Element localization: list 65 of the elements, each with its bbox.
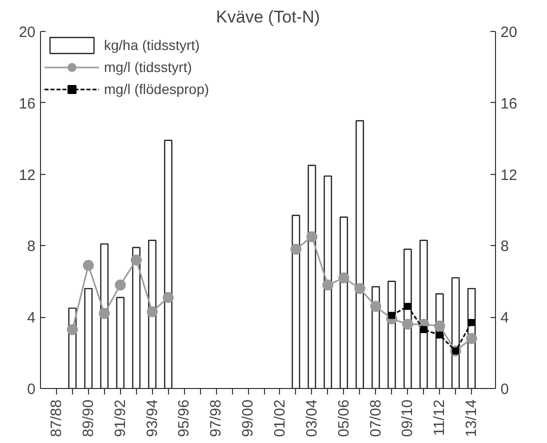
- y-tick-label: 12: [18, 166, 36, 184]
- chart-title: Kväve (Tot-N): [216, 8, 320, 26]
- legend-label: kg/ha (tidsstyrt): [104, 37, 200, 53]
- x-tick-label: 91/92: [112, 399, 129, 438]
- point: [404, 302, 412, 310]
- point: [114, 279, 126, 290]
- point: [354, 283, 366, 294]
- point: [436, 331, 444, 338]
- x-tick-label: 89/90: [80, 399, 97, 438]
- bar: [451, 277, 460, 388]
- point: [162, 292, 174, 303]
- legend-label: mg/l (tidsstyrt): [104, 59, 192, 75]
- bar: [148, 240, 156, 388]
- bar: [292, 214, 300, 388]
- point: [322, 279, 334, 290]
- bar: [324, 175, 332, 388]
- x-tick-label: 07/08: [367, 399, 384, 438]
- y-tick-label: 20: [18, 24, 36, 41]
- x-tick-label: 95/96: [176, 399, 193, 438]
- bar: [164, 140, 172, 388]
- x-tick-label: 93/94: [144, 399, 161, 438]
- y2-tick-label: 8: [500, 238, 509, 256]
- x-tick-label: 97/98: [208, 399, 225, 438]
- bar: [372, 286, 380, 388]
- bar: [132, 246, 140, 388]
- x-tick-label: 03/04: [303, 399, 320, 438]
- x-tick-label: 11/12: [431, 399, 448, 436]
- point: [146, 306, 158, 318]
- y-tick-label: 0: [27, 381, 36, 398]
- x-tick-label: 13/14: [463, 399, 480, 438]
- point: [388, 312, 396, 319]
- bar: [116, 296, 125, 388]
- legend-label: mg/l (flödesprop): [104, 81, 210, 97]
- x-tick-label: 01/02: [271, 399, 288, 438]
- point: [402, 318, 414, 330]
- bar: [100, 243, 109, 388]
- x-tick-label: 09/10: [399, 399, 416, 438]
- point: [420, 326, 428, 334]
- point: [130, 254, 142, 266]
- bar: [308, 164, 316, 388]
- x-tick-label: 87/88: [48, 399, 65, 438]
- y-tick-label: 8: [27, 238, 36, 256]
- y-tick-label: 16: [18, 95, 36, 112]
- bar: [84, 288, 93, 388]
- y2-tick-label: 0: [500, 381, 509, 398]
- bar: [340, 216, 348, 388]
- y2-tick-label: 4: [500, 310, 509, 327]
- bar: [356, 120, 364, 388]
- point: [82, 260, 94, 271]
- point: [338, 272, 350, 284]
- point: [66, 324, 78, 336]
- point: [290, 244, 302, 255]
- point: [466, 333, 478, 344]
- bar: [419, 240, 428, 388]
- point: [370, 300, 382, 312]
- y2-tick-label: 16: [500, 95, 518, 112]
- point: [306, 231, 318, 242]
- y-tick-label: 4: [27, 310, 36, 327]
- point: [98, 308, 110, 320]
- y2-tick-label: 20: [500, 24, 518, 41]
- x-tick-label: 99/00: [240, 399, 257, 438]
- y2-tick-label: 12: [500, 166, 518, 184]
- point: [434, 320, 446, 332]
- x-tick-label: 05/06: [335, 399, 352, 438]
- point: [468, 318, 476, 326]
